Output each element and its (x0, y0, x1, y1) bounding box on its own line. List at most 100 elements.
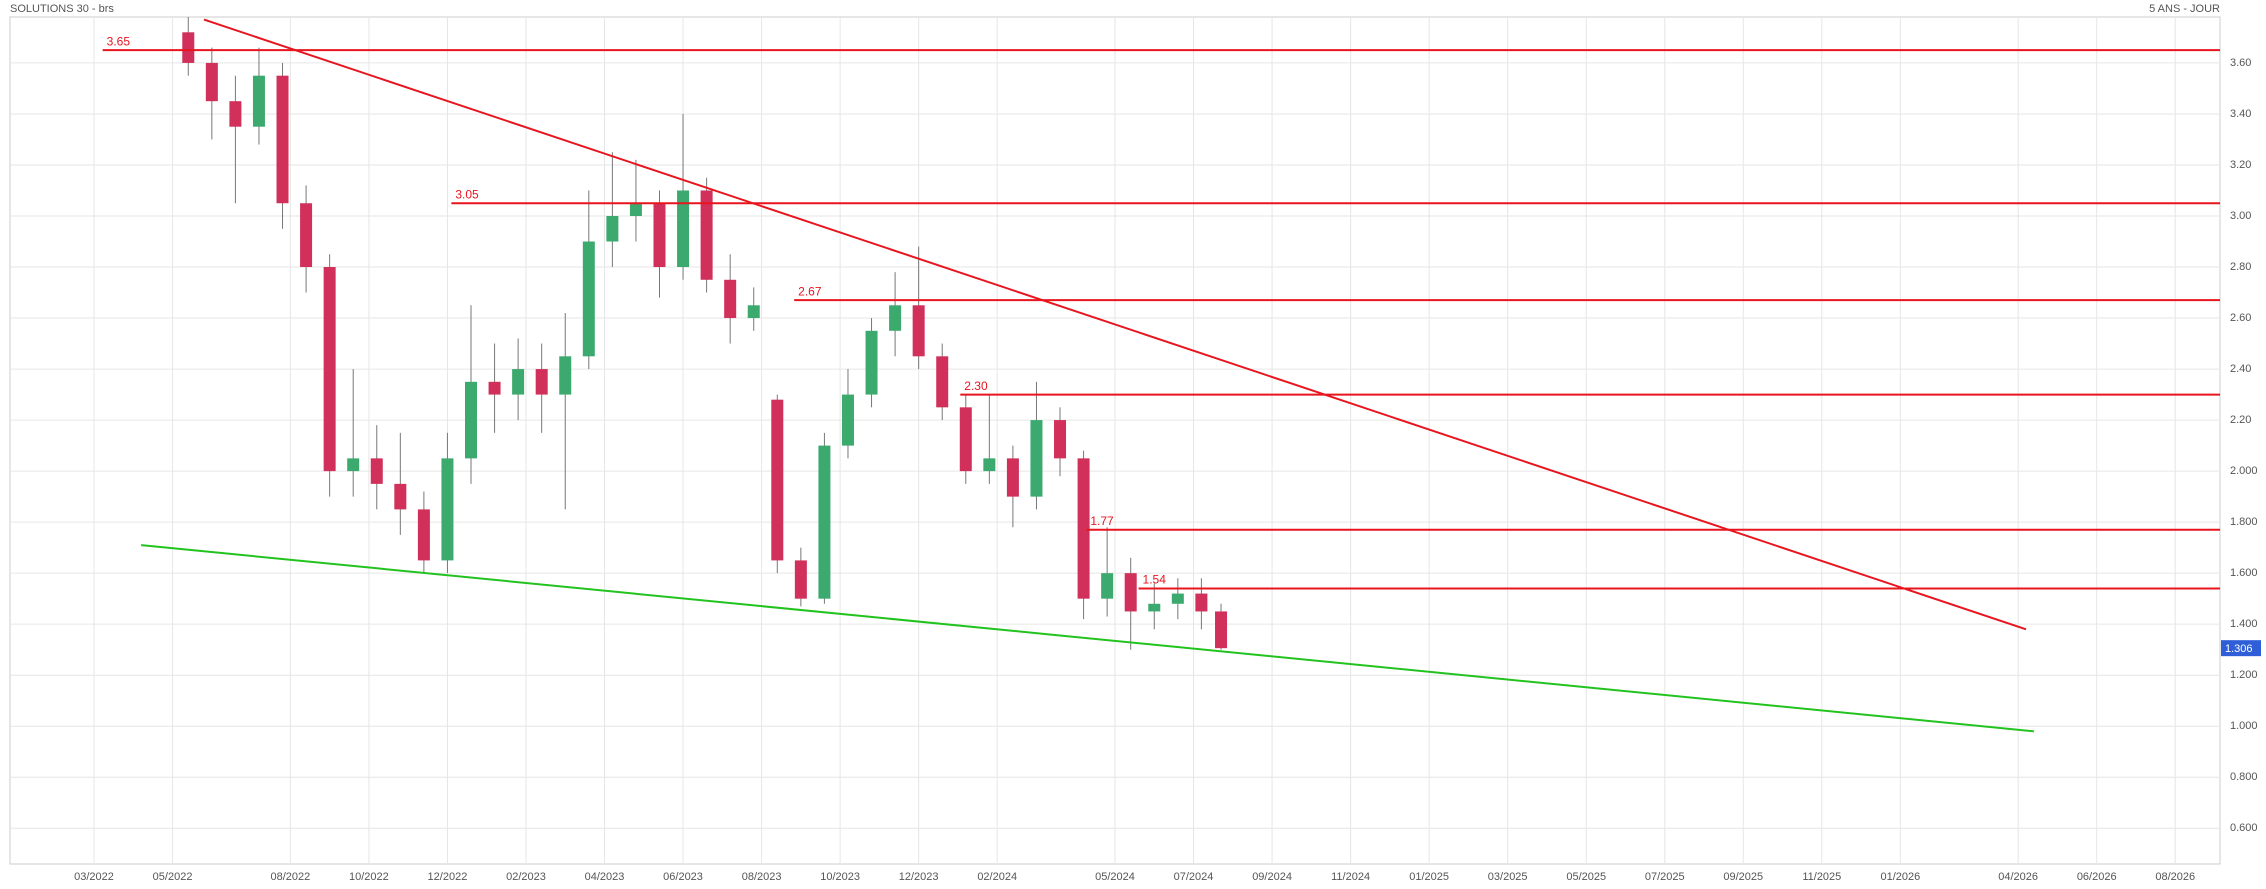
candle-body (1124, 573, 1137, 612)
candle-body (724, 279, 737, 319)
chart-subtitle: 5 ANS - JOUR (2149, 3, 2220, 15)
candle-body (677, 190, 690, 268)
level-label: 3.05 (455, 187, 479, 201)
candle-body (1054, 420, 1067, 459)
x-tick-label: 10/2022 (349, 871, 389, 883)
y-tick-label: 1.600 (2230, 567, 2258, 579)
candle-body (1101, 573, 1114, 599)
candle-body (1171, 593, 1184, 604)
candle-body (535, 369, 548, 395)
x-tick-label: 04/2023 (585, 871, 625, 883)
x-tick-label: 05/2025 (1566, 871, 1606, 883)
candle-body (747, 305, 760, 319)
candle-body (606, 215, 619, 242)
x-tick-label: 03/2025 (1488, 871, 1528, 883)
candle-body (205, 62, 218, 102)
candle-body (488, 381, 501, 395)
candle-body (983, 458, 996, 472)
candle-body (700, 190, 713, 280)
y-tick-label: 1.200 (2230, 669, 2258, 681)
candle-body (889, 305, 902, 331)
candle-body (912, 305, 925, 357)
candle-body (653, 203, 666, 268)
y-tick-label: 0.600 (2230, 822, 2258, 834)
candle-body (1148, 603, 1161, 612)
x-tick-label: 04/2026 (1998, 871, 2038, 883)
x-tick-label: 11/2025 (1802, 871, 1841, 883)
y-tick-label: 2.000 (2230, 465, 2258, 477)
candle-body (1030, 420, 1043, 497)
candle-body (229, 101, 242, 127)
y-tick-label: 1.000 (2230, 720, 2258, 732)
x-tick-label: 07/2025 (1645, 871, 1685, 883)
y-tick-label: 0.800 (2230, 771, 2258, 783)
candle-body (841, 394, 854, 446)
level-label: 3.65 (107, 34, 131, 48)
x-tick-label: 05/2022 (153, 871, 193, 883)
x-tick-label: 06/2026 (2077, 871, 2117, 883)
candle-body (394, 483, 407, 510)
candle-body (582, 241, 595, 357)
level-label: 2.30 (964, 379, 988, 393)
x-tick-label: 07/2024 (1174, 871, 1214, 883)
x-tick-label: 08/2023 (742, 871, 782, 883)
candle-body (441, 458, 454, 561)
trend-line (203, 18, 2027, 631)
y-tick-label: 3.60 (2230, 57, 2251, 69)
chart-title: SOLUTIONS 30 - brs (10, 3, 114, 15)
y-tick-label: 1.800 (2230, 516, 2258, 528)
x-tick-label: 01/2026 (1880, 871, 1920, 883)
candle-body (771, 399, 784, 561)
candle-body (323, 267, 336, 472)
candle-body (370, 458, 383, 484)
candle-body (559, 356, 572, 395)
x-tick-label: 01/2025 (1409, 871, 1449, 883)
x-tick-label: 05/2024 (1095, 871, 1135, 883)
candle-body (417, 509, 430, 561)
x-tick-label: 02/2023 (506, 871, 546, 883)
y-tick-label: 3.40 (2230, 108, 2251, 120)
x-tick-label: 10/2023 (820, 871, 860, 883)
last-price-box (2221, 640, 2261, 657)
level-label: 1.77 (1090, 514, 1114, 528)
x-tick-label: 11/2024 (1331, 871, 1370, 883)
x-tick-label: 08/2026 (2155, 871, 2195, 883)
candle-body (347, 458, 360, 472)
x-tick-label: 08/2022 (270, 871, 310, 883)
candle-body (252, 75, 265, 127)
candle-body (1006, 458, 1019, 497)
y-tick-label: 2.40 (2230, 363, 2251, 375)
x-tick-label: 06/2023 (663, 871, 703, 883)
candle-body (182, 32, 195, 63)
candle-body (465, 381, 478, 459)
candle-body (1195, 593, 1208, 612)
grid (10, 17, 2220, 864)
x-tick-label: 09/2025 (1723, 871, 1763, 883)
x-tick-label: 03/2022 (74, 871, 114, 883)
candle-body (959, 407, 972, 472)
last-price-label: 1.306 (2225, 643, 2253, 655)
candle-body (936, 356, 949, 408)
y-tick-label: 1.400 (2230, 618, 2258, 630)
y-tick-label: 3.00 (2230, 210, 2251, 222)
candle-body (300, 203, 313, 268)
y-tick-label: 3.20 (2230, 159, 2251, 171)
candle-body (1077, 458, 1090, 599)
trend-line (141, 544, 2034, 733)
x-tick-label: 12/2023 (899, 871, 939, 883)
x-tick-label: 12/2022 (428, 871, 468, 883)
candle-body (1215, 611, 1228, 649)
x-tick-label: 09/2024 (1252, 871, 1292, 883)
y-tick-label: 2.80 (2230, 261, 2251, 273)
candle-body (794, 560, 807, 599)
candle-body (865, 330, 878, 395)
level-label: 1.54 (1143, 573, 1167, 587)
y-tick-label: 2.20 (2230, 414, 2251, 426)
candle-body (512, 369, 525, 395)
candle-body (818, 445, 831, 599)
level-label: 2.67 (798, 284, 822, 298)
candle-body (276, 75, 289, 204)
candle-body (629, 203, 642, 216)
x-tick-label: 02/2024 (977, 871, 1017, 883)
